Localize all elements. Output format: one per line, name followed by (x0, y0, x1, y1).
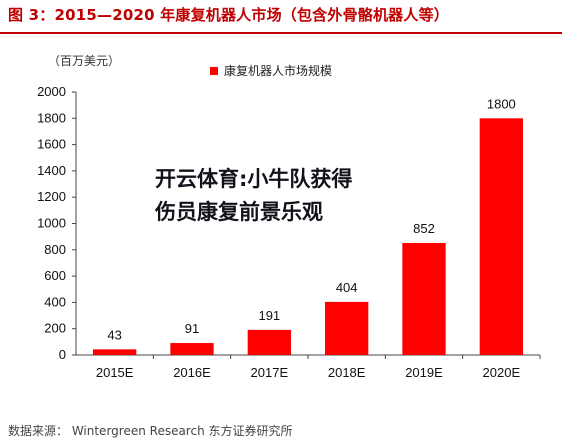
data-source-note: 数据来源： Wintergreen Research 东方证券研究所 (8, 424, 293, 438)
y-tick-label: 1400 (37, 163, 66, 178)
x-tick-label: 2016E (173, 365, 211, 380)
x-tick-label: 2018E (328, 365, 366, 380)
figure-title: 图 3：2015—2020 年康复机器人市场（包含外骨骼机器人等） (8, 6, 449, 24)
y-tick-label: 2000 (37, 84, 66, 99)
overlay-line-2: 伤员康复前景乐观 (155, 200, 323, 224)
x-tick-label: 2015E (96, 365, 134, 380)
legend-swatch (210, 66, 218, 75)
bar-value-label: 91 (185, 321, 199, 336)
y-tick-label: 200 (44, 321, 66, 336)
y-tick-label: 1600 (37, 137, 66, 152)
bar (479, 118, 523, 355)
bar (93, 349, 137, 355)
watermark-overlay-text: 开云体育:小牛队获得 伤员康复前景乐观 (155, 163, 352, 229)
title-rule (0, 32, 562, 34)
bar-value-label: 404 (336, 280, 358, 295)
y-axis-unit-label: （百万美元） (48, 54, 121, 68)
y-tick-label: 800 (44, 242, 66, 257)
y-tick-label: 1000 (37, 216, 66, 231)
chart-legend: 康复机器人市场规模 (210, 62, 332, 79)
x-tick-label: 2020E (483, 365, 521, 380)
bar (402, 242, 446, 355)
y-tick-label: 1200 (37, 189, 66, 204)
legend-label: 康复机器人市场规模 (224, 64, 333, 78)
overlay-line-1: 开云体育:小牛队获得 (155, 167, 353, 191)
bar (325, 301, 369, 355)
x-tick-label: 2017E (251, 365, 289, 380)
bar-value-label: 852 (413, 221, 435, 236)
y-tick-label: 400 (44, 294, 66, 309)
bar-value-label: 43 (107, 327, 121, 342)
bar-value-label: 191 (258, 308, 280, 323)
y-tick-label: 0 (59, 347, 66, 362)
bar-value-label: 1800 (487, 96, 516, 111)
y-tick-label: 600 (44, 268, 66, 283)
bar (170, 343, 214, 355)
bar (247, 329, 291, 355)
x-tick-label: 2019E (405, 365, 443, 380)
y-tick-label: 1800 (37, 110, 66, 125)
